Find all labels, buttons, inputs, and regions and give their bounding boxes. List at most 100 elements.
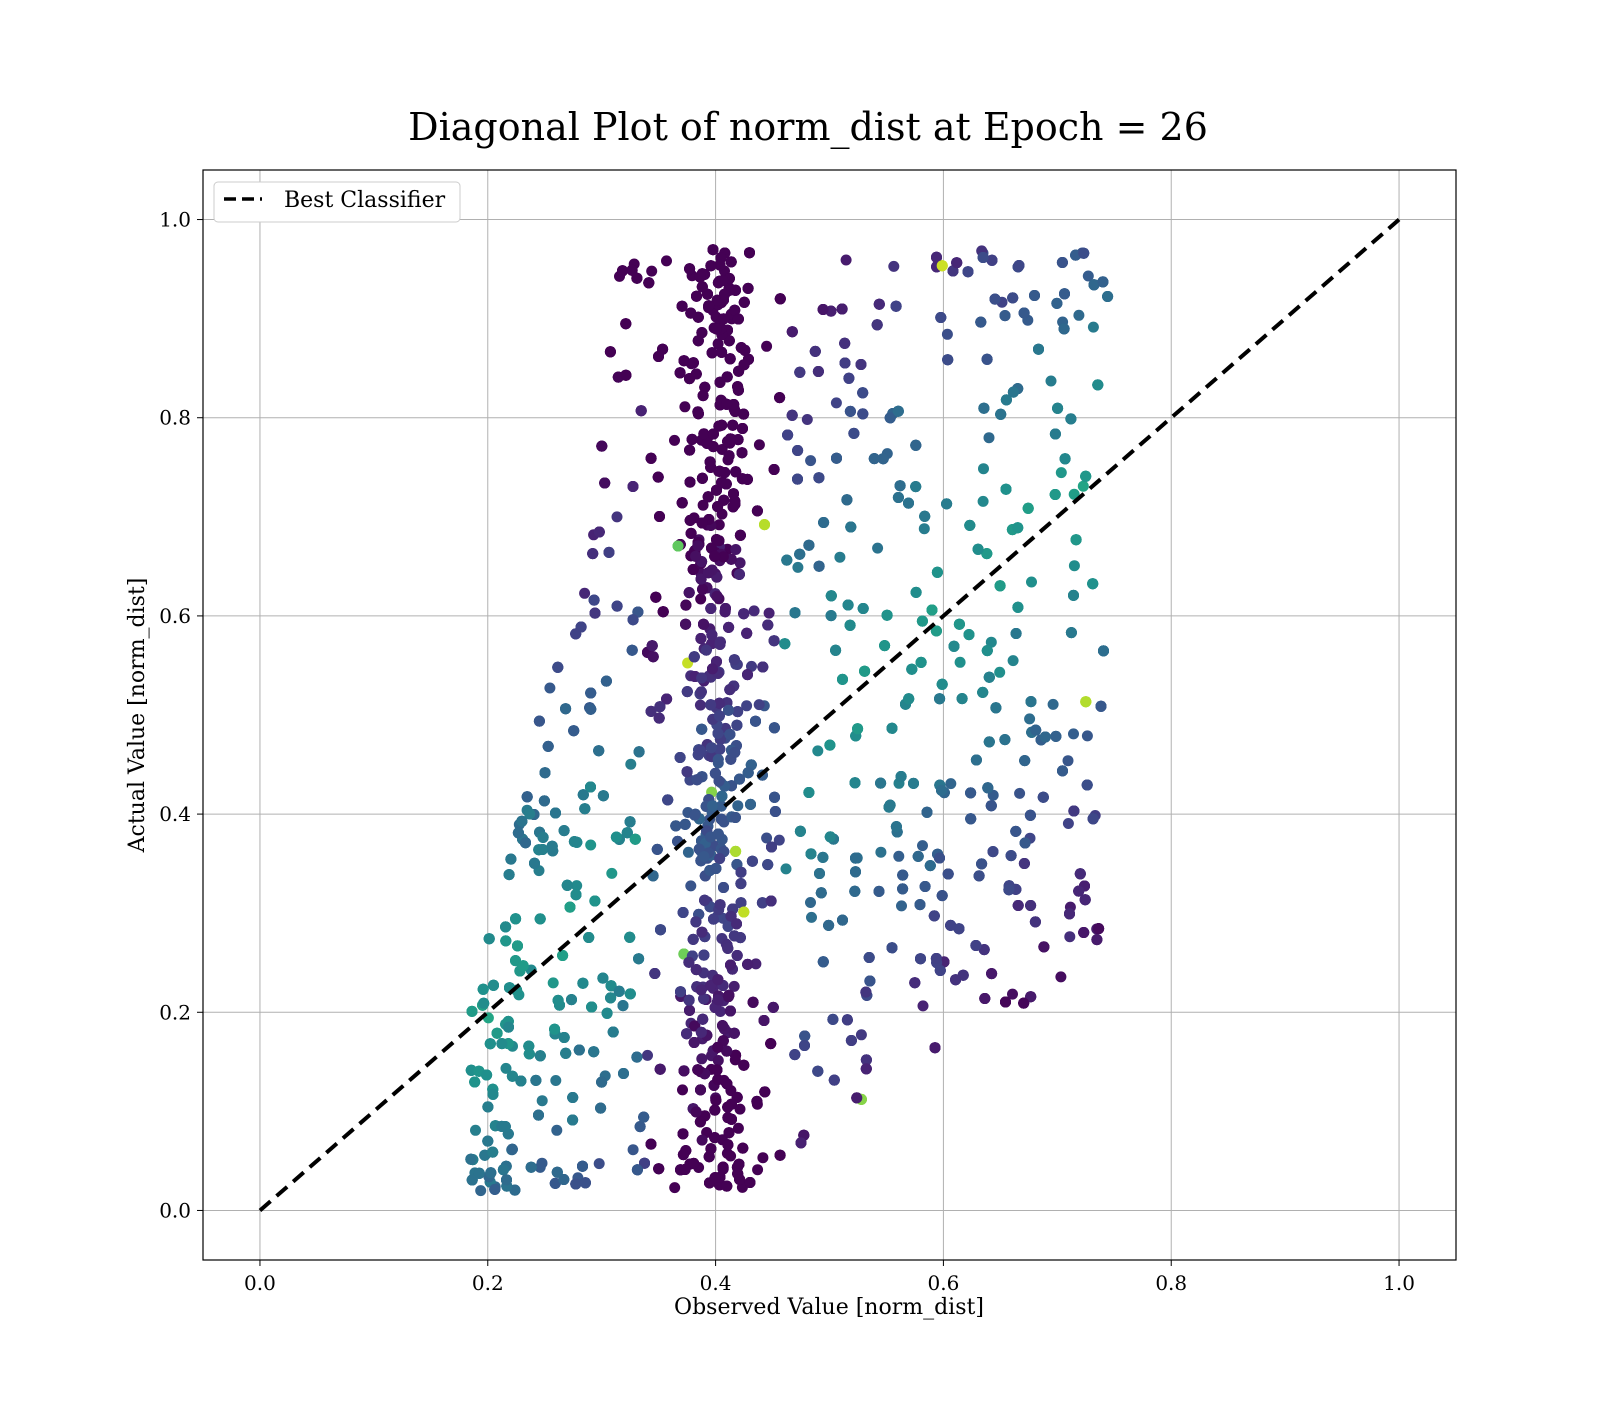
scatter-point <box>626 264 638 276</box>
scatter-point <box>710 323 722 335</box>
scatter-point <box>852 723 864 735</box>
scatter-point <box>746 660 757 672</box>
scatter-point <box>707 663 718 675</box>
x-tick-label: 0.6 <box>928 1271 960 1295</box>
scatter-point <box>560 703 572 715</box>
scatter-point <box>950 974 962 986</box>
scatter-point <box>724 1005 736 1017</box>
scatter-point <box>646 265 658 277</box>
scatter-point <box>987 846 999 858</box>
scatter-point <box>679 401 691 413</box>
scatter-point <box>600 675 612 687</box>
scatter-point <box>973 870 985 882</box>
scatter-point <box>686 433 698 445</box>
scatter-point <box>751 505 763 517</box>
scatter-point <box>544 682 556 694</box>
scatter-point <box>684 476 696 488</box>
scatter-point <box>685 527 697 539</box>
scatter-point <box>756 897 768 909</box>
scatter-point <box>738 359 750 371</box>
scatter-point <box>841 1014 853 1026</box>
scatter-point <box>860 986 872 998</box>
scatter-point <box>1014 787 1026 799</box>
scatter-point <box>497 1164 509 1176</box>
scatter-point <box>812 745 824 757</box>
x-tick-label: 0.2 <box>472 1271 504 1295</box>
scatter-point <box>921 806 933 818</box>
scatter-point <box>843 372 855 384</box>
scatter-point <box>817 304 829 315</box>
scatter-point <box>520 837 531 849</box>
scatter-point <box>726 1113 737 1125</box>
scatter-point <box>585 839 597 851</box>
scatter-point <box>1087 578 1099 590</box>
scatter-point <box>729 304 741 316</box>
scatter-point <box>484 1038 496 1050</box>
scatter-point <box>550 807 561 819</box>
scatter-point <box>558 825 570 837</box>
scatter-point <box>738 906 750 918</box>
scatter-point <box>744 1177 756 1188</box>
scatter-point <box>696 1134 708 1146</box>
scatter-point <box>926 604 938 616</box>
scatter-point <box>1000 394 1012 406</box>
reference-line-group <box>258 218 1401 1212</box>
scatter-point <box>620 369 632 381</box>
scatter-point <box>698 993 710 1005</box>
scatter-point <box>742 669 753 681</box>
scatter-point <box>570 628 582 640</box>
scatter-point <box>633 953 645 965</box>
scatter-point <box>897 869 909 881</box>
scatter-point <box>695 1026 707 1038</box>
scatter-point <box>678 355 690 367</box>
scatter-point <box>986 968 998 980</box>
scatter-point <box>712 1055 724 1066</box>
scatter-point <box>685 880 697 892</box>
scatter-point <box>683 587 695 599</box>
scatter-point <box>733 568 745 580</box>
scatter-point <box>875 777 887 789</box>
scatter-point <box>985 636 997 648</box>
scatter-point <box>618 1068 629 1079</box>
scatter-point <box>1019 755 1031 767</box>
scatter-point <box>1012 900 1024 911</box>
scatter-point <box>713 420 725 432</box>
scatter-point <box>720 603 731 614</box>
scatter-point <box>707 428 719 440</box>
scatter-point <box>534 1050 546 1062</box>
scatter-point <box>684 1004 695 1016</box>
scatter-point <box>712 727 724 739</box>
scatter-point <box>977 686 989 698</box>
y-tick-label: 0.8 <box>159 406 191 430</box>
scatter-point <box>690 1106 702 1118</box>
scatter-point <box>709 1172 721 1184</box>
scatter-point <box>690 916 702 928</box>
scatter-point <box>825 590 837 602</box>
scatter-point <box>694 745 706 756</box>
scatter-point <box>977 495 989 507</box>
scatter-point <box>1051 297 1063 309</box>
scatter-point <box>724 684 736 696</box>
scatter-point <box>705 831 716 843</box>
scatter-point <box>919 881 931 892</box>
scatter-point <box>1007 655 1019 667</box>
scatter-point <box>723 450 735 462</box>
scatter-point <box>717 1020 728 1032</box>
scatter-point <box>596 1076 608 1088</box>
scatter-point <box>989 293 1001 305</box>
scatter-point <box>888 260 900 272</box>
scatter-point <box>696 472 708 484</box>
scatter-point <box>844 405 856 417</box>
scatter-point <box>568 725 580 737</box>
scatter-point <box>734 1174 746 1185</box>
scatter-point <box>733 1158 745 1170</box>
scatter-point <box>1079 894 1091 906</box>
scatter-point <box>914 899 926 911</box>
scatter-point <box>627 614 639 626</box>
scatter-point <box>750 958 762 970</box>
scatter-point <box>827 1013 839 1025</box>
scatter-point <box>552 661 564 673</box>
scatter-point <box>605 980 617 992</box>
scatter-point <box>849 777 861 789</box>
scatter-point <box>934 965 946 976</box>
